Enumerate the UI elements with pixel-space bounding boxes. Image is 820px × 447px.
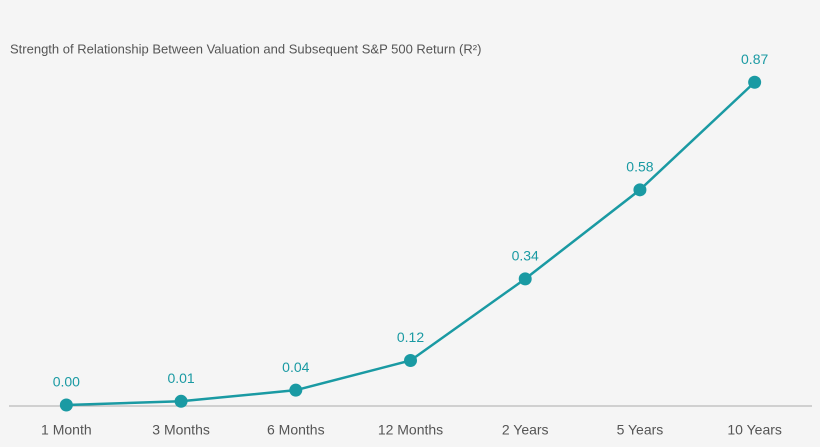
chart-title: Strength of Relationship Between Valuati…: [10, 41, 481, 56]
x-tick-label: 5 Years: [617, 422, 664, 438]
value-label: 0.04: [282, 359, 309, 375]
point: [289, 383, 303, 397]
x-tick-label: 10 Years: [727, 422, 782, 438]
value-label: 0.34: [512, 248, 539, 264]
x-tick-label: 6 Months: [267, 422, 325, 438]
point: [59, 398, 73, 412]
x-tick-label: 12 Months: [378, 422, 443, 438]
x-tick-label: 2 Years: [502, 422, 549, 438]
point: [174, 394, 188, 408]
x-tick-label: 1 Month: [41, 422, 92, 438]
value-label: 0.12: [397, 329, 424, 345]
point: [633, 183, 647, 197]
value-label: 0.58: [626, 159, 653, 175]
x-tick-label: 3 Months: [152, 422, 210, 438]
value-label: 0.87: [741, 51, 768, 67]
value-label: 0.00: [53, 374, 80, 390]
point: [518, 272, 532, 286]
point: [404, 353, 417, 367]
value-label: 0.01: [167, 370, 194, 386]
point: [748, 75, 762, 89]
